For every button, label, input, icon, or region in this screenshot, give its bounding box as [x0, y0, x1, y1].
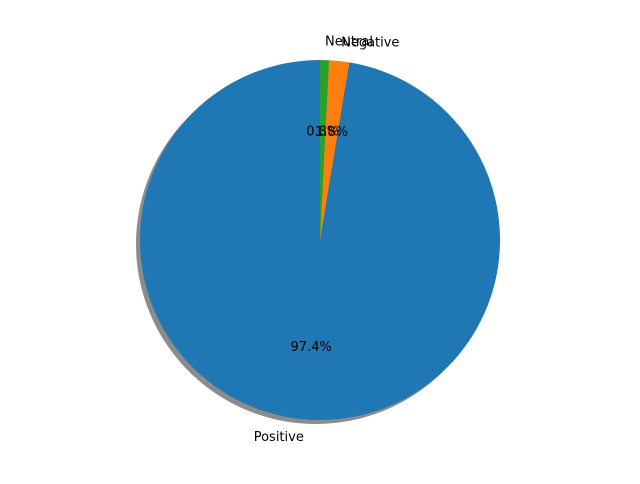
pie-category-label-negative: Negative [341, 36, 399, 51]
pie-slice-negative [320, 60, 350, 240]
pie-pct-label-neutral: 0.8% [306, 125, 339, 140]
pie-pct-label-positive: 97.4% [291, 340, 332, 355]
pie-category-label-neutral: Neutral [325, 35, 373, 50]
pie-slice-layer [139, 60, 501, 421]
pie-slice-positive [139, 60, 501, 421]
pie-category-label-positive: Positive [254, 430, 304, 445]
pie-label-layer: 97.4% Positive 1.8% Negative 0.8% Neutral [254, 35, 400, 445]
pie-slice-neutral [320, 60, 330, 240]
pie-pct-label-negative: 1.8% [315, 125, 348, 140]
